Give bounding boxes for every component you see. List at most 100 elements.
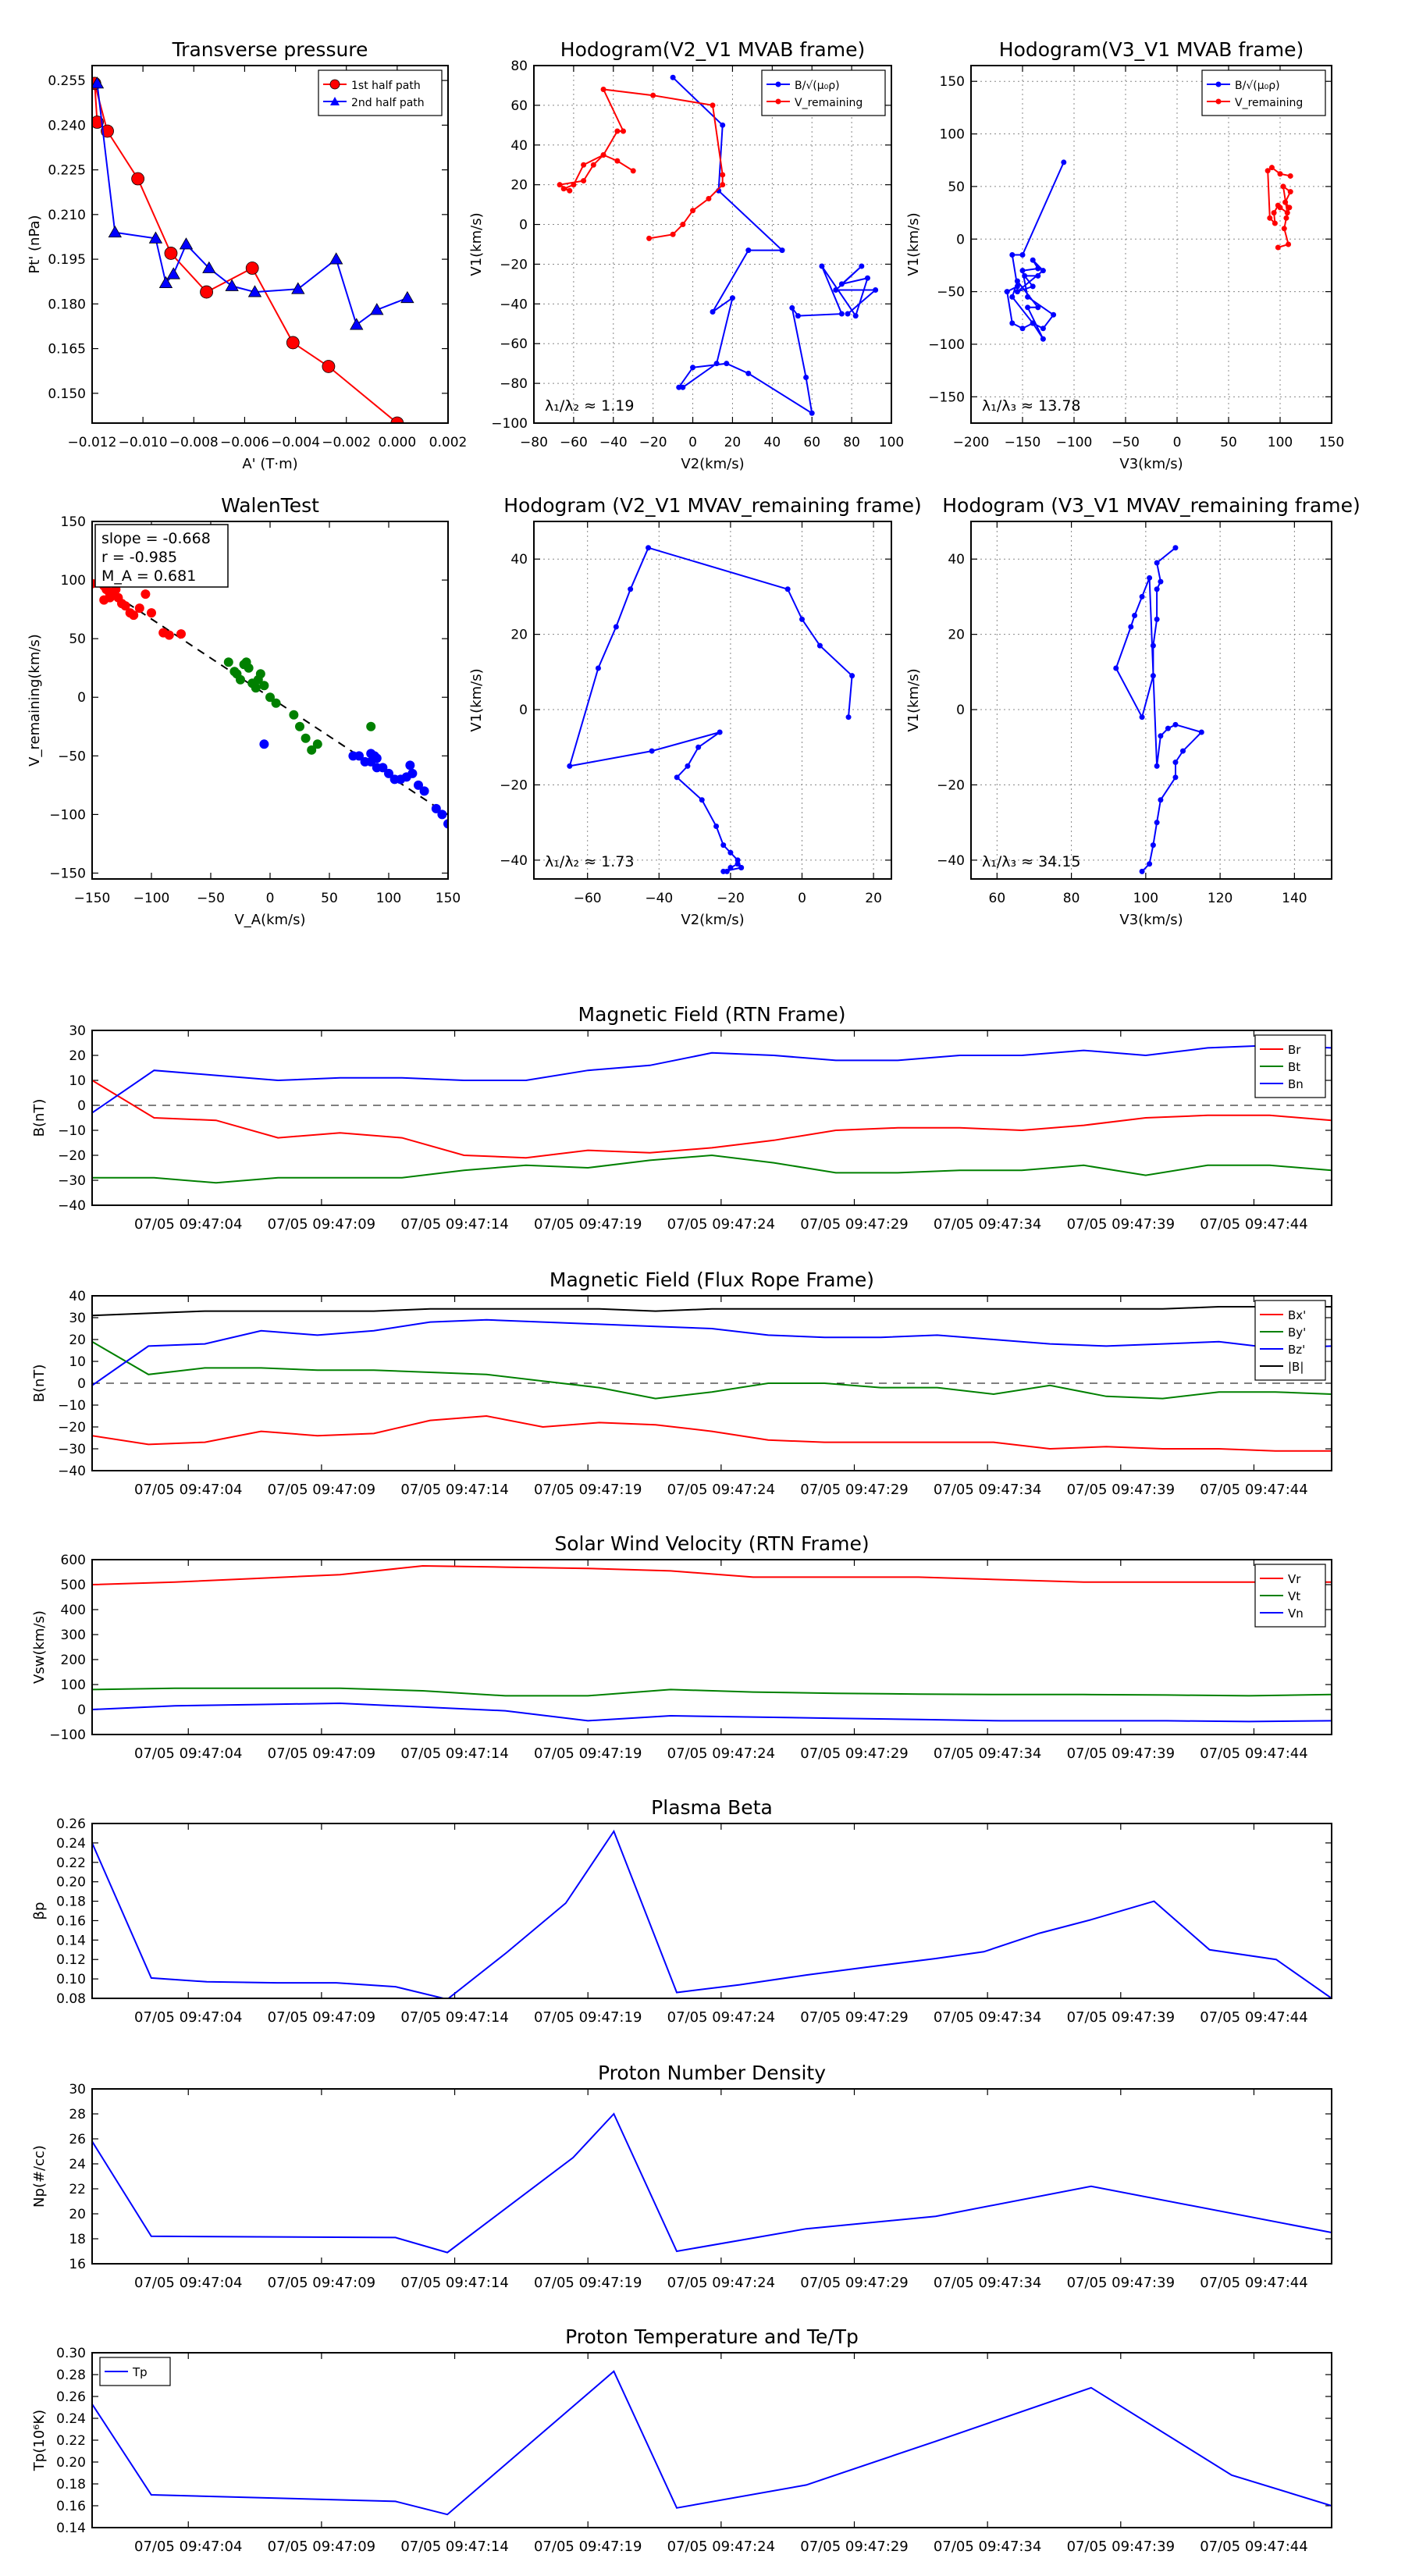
point-hodo_v2_mvav-0-1 — [849, 673, 855, 679]
y-tick-label-mag_fr-8: 40 — [69, 1289, 86, 1304]
point-walen-2-12 — [407, 768, 418, 778]
series-group-tp — [92, 76, 414, 423]
legend-label-hodo_v2_mvab-0: B/√(μ₀ρ) — [795, 80, 840, 92]
point-hodo_v3_mvab-0-14 — [1040, 326, 1046, 332]
legend-marker-tp-0 — [329, 79, 340, 90]
point-hodo_v2_mvav-0-2 — [816, 642, 823, 649]
series-group-hodo_v2_mvav — [567, 545, 855, 874]
x-tick-label-mag_fr-5: 07/05 09:47:29 — [800, 1482, 908, 1498]
series-group-hodo_v3_mvab — [1004, 159, 1293, 342]
point-hodo_v3_mvab-0-16 — [1025, 294, 1031, 300]
point-hodo_v2_mvav-0-4 — [784, 586, 791, 592]
point-walen-1-17 — [366, 721, 376, 731]
chart-title-mag_rtn: Magnetic Field (RTN Frame) — [578, 1003, 846, 1026]
legend-mag_rtn: Br Bt Bn — [1254, 1034, 1326, 1098]
x-tick-label-mag_fr-0: 07/05 09:47:04 — [134, 1482, 242, 1498]
point-hodo_v3_mvav-0-20 — [1172, 774, 1179, 781]
stats-line-walen-2: M_A = 0.681 — [101, 568, 196, 585]
x-tick-label-mag_rtn-3: 07/05 09:47:19 — [534, 1216, 642, 1233]
x-tick-label-tp_temp-8: 07/05 09:47:44 — [1200, 2539, 1307, 2555]
point-walen-2-13 — [414, 780, 423, 790]
y-tick-label-vsw-6: 500 — [61, 1578, 86, 1593]
x-tick-label-tp-2: −0.008 — [169, 435, 219, 450]
x-tick-label-mag_rtn-7: 07/05 09:47:39 — [1067, 1216, 1175, 1233]
x-tick-label-mag_fr-7: 07/05 09:47:39 — [1067, 1482, 1175, 1498]
point-walen-2-17 — [443, 819, 448, 829]
point-hodo_v2_mvab-0-21 — [838, 281, 845, 287]
legend-marker-tp-1 — [330, 97, 340, 105]
x-tick-label-tp-3: −0.006 — [220, 435, 269, 450]
point-hodo_v3_mvab-1-14 — [1264, 168, 1271, 174]
y-axis-label-tp: Pt' (nPa) — [27, 215, 43, 273]
y-tick-label-hodo_v2_mvav-3: 20 — [510, 628, 528, 643]
point-hodo_v2_mvab-0-5 — [710, 309, 716, 315]
y-tick-label-tp-4: 0.210 — [48, 208, 86, 223]
point-hodo_v3_mvab-1-1 — [1286, 241, 1292, 247]
legend-hodo_v2_mvab: B/√(μ₀ρ) V_remaining — [761, 69, 886, 116]
point-hodo_v2_mvab-0-4 — [745, 247, 752, 254]
legend-label-mag_rtn-1: Bt — [1288, 1060, 1300, 1074]
x-tick-label-tp-1: −0.010 — [119, 435, 168, 450]
axes-frame-hodo_v3_mvab — [970, 65, 1332, 424]
marker-tp-0-3 — [131, 172, 145, 186]
y-tick-label-np-6: 28 — [69, 2107, 86, 2122]
point-hodo_v2_mvab-0-12 — [745, 370, 752, 376]
axes-frame-hodo_v2_mvab — [533, 65, 892, 424]
x-tick-label-vsw-5: 07/05 09:47:29 — [800, 1745, 908, 1762]
y-tick-label-tp_temp-6: 0.26 — [56, 2389, 86, 2405]
point-hodo_v3_mvav-0-4 — [1154, 616, 1160, 622]
marker-tp-0-0 — [92, 116, 104, 129]
x-tick-label-np-4: 07/05 09:47:24 — [667, 2275, 775, 2291]
point-hodo_v3_mvav-0-25 — [1139, 868, 1145, 874]
y-tick-label-hodo_v3_mvab-1: −100 — [928, 337, 965, 353]
point-hodo_v3_mvab-1-16 — [1277, 171, 1283, 177]
x-tick-label-vsw-3: 07/05 09:47:19 — [534, 1745, 642, 1762]
y-tick-label-mag_rtn-6: 20 — [69, 1048, 86, 1064]
x-tick-label-vsw-4: 07/05 09:47:24 — [667, 1745, 775, 1762]
point-hodo_v2_mvab-0-7 — [713, 361, 720, 367]
y-tick-label-mag_rtn-2: −20 — [58, 1148, 86, 1164]
y-tick-label-vsw-4: 300 — [61, 1628, 86, 1643]
y-axis-label-hodo_v3_mvab: V1(km/s) — [905, 212, 922, 276]
y-tick-label-np-2: 20 — [69, 2207, 86, 2222]
point-walen-2-19 — [372, 763, 382, 773]
point-walen-2-7 — [384, 768, 393, 778]
x-tick-label-hodo_v3_mvav-2: 100 — [1133, 891, 1158, 906]
x-tick-label-mag_rtn-6: 07/05 09:47:34 — [934, 1216, 1041, 1233]
y-tick-label-tp-1: 0.165 — [48, 342, 86, 358]
x-tick-label-hodo_v3_mvab-7: 150 — [1319, 435, 1344, 450]
point-hodo_v3_mvav-0-7 — [1139, 714, 1145, 720]
point-walen-2-20 — [259, 739, 269, 749]
y-tick-label-hodo_v2_mvab-0: −100 — [491, 416, 528, 432]
legend-label-mag_rtn-2: Bn — [1288, 1077, 1304, 1091]
x-tick-label-tp_temp-7: 07/05 09:47:39 — [1067, 2539, 1175, 2555]
x-tick-label-mag_rtn-2: 07/05 09:47:14 — [400, 1216, 508, 1233]
x-tick-label-walen-1: −100 — [133, 891, 170, 906]
legend-box-hodo_v2_mvab — [761, 69, 886, 116]
y-tick-label-mag_fr-6: 20 — [69, 1332, 86, 1348]
legend-label-tp-1: 2nd half path — [351, 97, 425, 109]
point-hodo_v2_mvab-0-0 — [670, 74, 676, 80]
x-tick-label-hodo_v3_mvab-1: −150 — [1005, 435, 1041, 450]
legend-hodo_v3_mvab: B/√(μ₀ρ) V_remaining — [1201, 69, 1326, 116]
x-tick-label-hodo_v2_mvab-9: 100 — [879, 435, 904, 450]
point-hodo_v2_mvab-0-11 — [724, 361, 730, 367]
y-tick-label-mag_fr-5: 10 — [69, 1354, 86, 1370]
panel-np: Proton Number Density 07/05 09:47:04 07/05… — [31, 2062, 1332, 2291]
y-tick-label-vsw-5: 400 — [61, 1603, 86, 1618]
y-axis-label-mag_rtn: B(nT) — [31, 1099, 48, 1137]
point-walen-1-13 — [295, 721, 304, 731]
x-tick-label-beta-1: 07/05 09:47:09 — [268, 2009, 375, 2026]
x-tick-label-mag_fr-3: 07/05 09:47:19 — [534, 1482, 642, 1498]
point-walen-1-10 — [265, 692, 275, 703]
point-walen-1-19 — [241, 657, 251, 667]
marker-tp-1-7 — [225, 279, 239, 291]
series-line-hodo_v3_mvav-0 — [1115, 546, 1204, 873]
chart-title-tp_temp: Proton Temperature and Te/Tp — [565, 2325, 859, 2348]
y-tick-label-walen-5: 100 — [61, 573, 86, 589]
point-hodo_v2_mvav-0-7 — [613, 624, 619, 630]
point-hodo_v3_mvav-0-19 — [1172, 760, 1179, 766]
point-walen-1-6 — [251, 683, 261, 693]
point-hodo_v2_mvav-0-14 — [674, 774, 680, 781]
point-hodo_v2_mvav-0-18 — [727, 849, 734, 856]
